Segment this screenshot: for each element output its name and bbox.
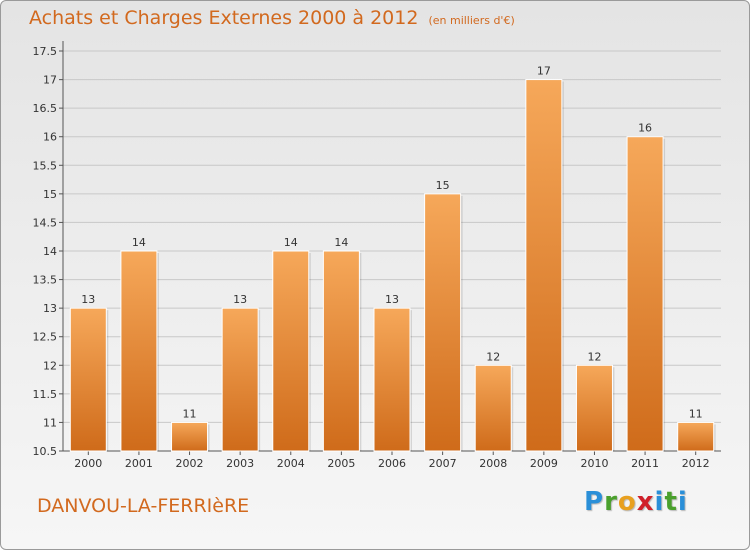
x-tick-label: 2006	[378, 457, 406, 470]
data-label: 11	[689, 407, 703, 420]
bar-2009	[525, 79, 563, 452]
data-label: 13	[81, 293, 95, 306]
x-tick-label: 2000	[74, 457, 102, 470]
y-tick-label: 14.5	[33, 216, 58, 229]
data-labels: 13 14 11 13 14 14 13 15 12 17 12 16 11	[81, 65, 702, 421]
bar-2007	[424, 193, 462, 452]
logo-letter: x	[636, 487, 655, 517]
logo-letter: o	[617, 487, 637, 517]
data-label: 15	[436, 179, 450, 192]
y-tick-label: 15	[43, 188, 57, 201]
proxiti-logo[interactable]: Proxiti	[584, 487, 688, 517]
x-tick-label: 2003	[226, 457, 254, 470]
y-tick-label: 16	[43, 131, 57, 144]
y-tick-label: 11.5	[33, 388, 58, 401]
data-label: 14	[284, 236, 298, 249]
data-label: 16	[638, 122, 652, 135]
x-tick-label: 2002	[176, 457, 204, 470]
bar-2010	[575, 364, 613, 452]
bar-2000	[69, 307, 107, 452]
x-tick-label: 2011	[631, 457, 659, 470]
bar-2006	[373, 307, 411, 452]
y-tick-label: 13	[43, 302, 57, 315]
data-label: 14	[334, 236, 348, 249]
data-label: 11	[183, 407, 197, 420]
chart-title-text: Achats et Charges Externes 2000 à 2012	[29, 7, 419, 29]
data-label: 12	[486, 350, 500, 363]
y-tick-label: 10.5	[33, 445, 58, 458]
bar-2011	[626, 136, 664, 452]
bar-2002	[171, 421, 209, 452]
logo-letter: r	[604, 487, 618, 517]
bar-2005	[322, 250, 360, 452]
y-tick-label: 17	[43, 74, 57, 87]
x-tick-label: 2009	[530, 457, 558, 470]
data-label: 13	[233, 293, 247, 306]
bar-2001	[120, 250, 158, 452]
logo-letter: t	[664, 487, 678, 517]
x-tick-label: 2004	[277, 457, 305, 470]
x-tick-label: 2012	[682, 457, 710, 470]
chart-title: Achats et Charges Externes 2000 à 2012 (e…	[29, 7, 515, 29]
logo-letter: P	[584, 487, 605, 517]
y-tick-label: 15.5	[33, 159, 58, 172]
bar-2004	[272, 250, 310, 452]
y-tick-label: 11	[43, 416, 57, 429]
y-tick-label: 13.5	[33, 274, 58, 287]
x-tick-label: 2005	[327, 457, 355, 470]
x-tick-label: 2001	[125, 457, 153, 470]
x-tick-label: 2007	[429, 457, 457, 470]
data-label: 13	[385, 293, 399, 306]
logo-letter: i	[654, 487, 665, 517]
y-tick-label: 14	[43, 245, 57, 258]
town-name: DANVOU-LA-FERRIèRE	[37, 495, 250, 517]
y-tick-label: 16.5	[33, 102, 58, 115]
bar-2012	[677, 421, 715, 452]
bars	[69, 79, 716, 452]
y-tick-label: 17.5	[33, 45, 58, 58]
bar-2003	[221, 307, 259, 452]
y-tick-label: 12	[43, 359, 57, 372]
y-tick-label: 12.5	[33, 331, 58, 344]
data-label: 14	[132, 236, 146, 249]
logo-letter: i	[677, 487, 688, 517]
x-tick-label: 2010	[580, 457, 608, 470]
bar-2008	[474, 364, 512, 452]
chart-unit-note: (en milliers d'€)	[428, 14, 515, 27]
x-tick-label: 2008	[479, 457, 507, 470]
data-label: 17	[537, 65, 551, 78]
data-label: 12	[587, 350, 601, 363]
